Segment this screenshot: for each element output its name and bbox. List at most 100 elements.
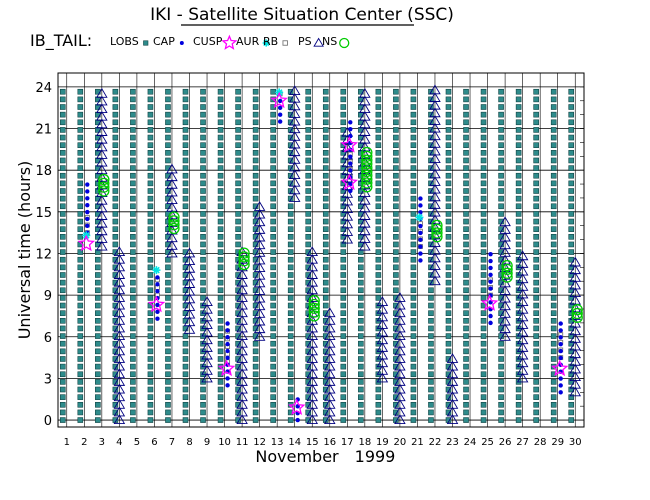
lobs-mark [480, 88, 487, 95]
ps-mark [236, 276, 248, 287]
lobs-mark [270, 279, 276, 286]
lobs-mark [568, 417, 575, 423]
ps-mark [323, 322, 336, 333]
ps-interval-day-16 [323, 307, 336, 425]
lobs-mark [463, 226, 469, 232]
lobs-mark [480, 356, 487, 362]
ps-mark [516, 303, 529, 314]
x-tick-label-27: 27 [516, 437, 529, 448]
ps-mark [183, 301, 196, 311]
lobs-mark [410, 119, 417, 126]
y-tick-label-18: 18 [35, 164, 52, 179]
lobs-mark [77, 340, 84, 347]
lobs-mark [217, 234, 224, 240]
lobs-mark [480, 127, 487, 133]
lobs-mark [445, 287, 452, 294]
lobs-mark [480, 317, 487, 324]
ps-mark [394, 406, 406, 417]
lobs-mark [147, 272, 154, 278]
lobs-mark [410, 371, 417, 378]
lobs-mark [445, 348, 452, 355]
lobs-mark [59, 234, 66, 240]
lobs-mark [112, 241, 119, 248]
lobs-mark [270, 409, 276, 416]
lobs-mark [59, 226, 66, 232]
lobs-mark [375, 165, 382, 171]
cap-mark [225, 383, 230, 388]
lobs-mark [393, 165, 399, 171]
ns-mark [238, 251, 250, 263]
lobs-mark [340, 325, 347, 332]
lobs-mark [480, 104, 487, 110]
lobs-mark [445, 150, 452, 156]
lobs-mark [322, 111, 329, 118]
lobs-mark [340, 287, 347, 294]
x-tick-label-29: 29 [551, 437, 564, 448]
lobs-mark [165, 417, 171, 423]
ps-mark [359, 240, 371, 251]
lobs-mark [393, 249, 399, 255]
ps-mark [96, 156, 108, 167]
lobs-mark [95, 325, 101, 332]
lobs-mark [340, 409, 347, 416]
lobs-mark [77, 401, 84, 408]
ps-mark [288, 138, 301, 149]
lobs-mark [550, 417, 557, 423]
lobs-mark [322, 218, 329, 225]
lobs-mark [550, 401, 557, 408]
lobs-mark [130, 211, 136, 217]
ps-mark [394, 414, 406, 425]
ps-mark [359, 110, 371, 121]
lobs-mark [165, 150, 171, 156]
lobs-mark [305, 226, 312, 232]
ns-mark [308, 295, 320, 307]
lobs-mark [550, 256, 557, 263]
ps-mark [394, 375, 406, 386]
lobs-mark [305, 188, 312, 194]
lobs-mark [305, 142, 312, 148]
lobs-mark [515, 218, 522, 225]
lobs-mark [200, 119, 206, 126]
ps-mark [499, 330, 511, 341]
lobs-mark [200, 111, 206, 118]
ps-mark [376, 341, 389, 352]
lobs-mark [358, 310, 364, 316]
lobs-mark [322, 241, 329, 248]
ns-mark [361, 177, 373, 189]
lobs-mark [59, 295, 66, 301]
lobs-mark [445, 211, 452, 217]
lobs-mark [393, 211, 399, 217]
lobs-mark [305, 241, 312, 248]
lobs-mark [305, 157, 312, 164]
cap-mark [488, 272, 493, 277]
ps-mark [236, 375, 248, 386]
lobs-mark [533, 157, 539, 164]
lobs-mark [568, 157, 575, 164]
ps-mark [359, 141, 371, 152]
lobs-mark [410, 127, 417, 133]
lobs-mark [428, 386, 434, 393]
lobs-mark [463, 96, 469, 103]
lobs-mark [375, 134, 382, 141]
lobs-mark [550, 119, 557, 126]
lobs-mark [445, 333, 452, 339]
lobs-mark [322, 142, 329, 148]
lobs-mark [480, 218, 487, 225]
lobs-mark [305, 234, 312, 240]
lobs-mark [217, 211, 224, 217]
lobs-strip-day-6 [147, 88, 154, 423]
lobs-mark [182, 340, 189, 347]
cap-mark [348, 181, 353, 187]
ps-mark [569, 355, 582, 366]
lobs-mark [270, 325, 276, 332]
lobs-mark [533, 104, 539, 110]
lobs-mark [165, 302, 171, 309]
lobs-mark [287, 264, 294, 271]
ns-mark [308, 302, 320, 314]
lobs-mark [550, 264, 557, 271]
ps-mark [429, 183, 441, 194]
cap-mark [295, 417, 300, 423]
lobs-mark [112, 188, 119, 194]
lobs-mark [322, 180, 329, 187]
lobs-mark [515, 127, 522, 133]
